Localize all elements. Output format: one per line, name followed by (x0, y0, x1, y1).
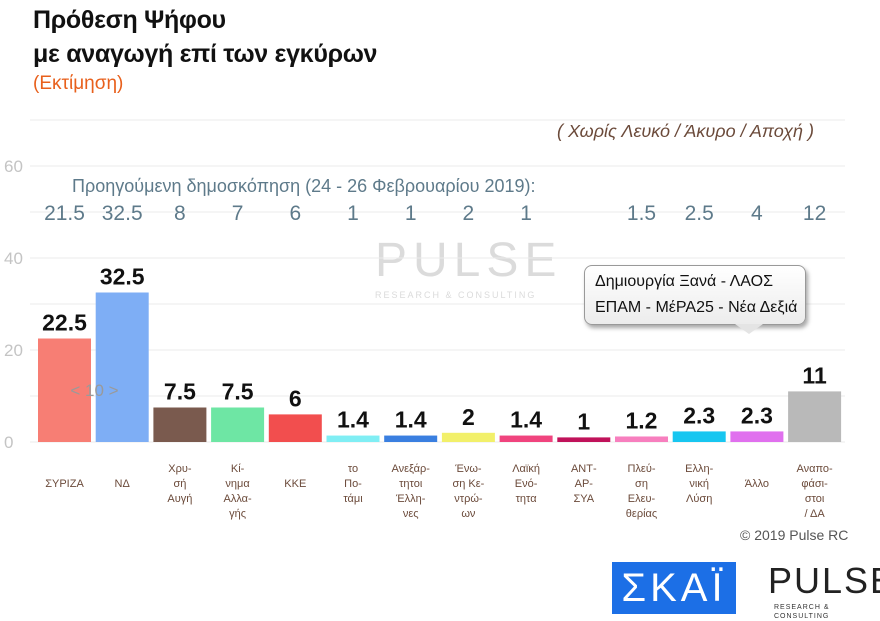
data-label: 2.3 (741, 402, 773, 428)
previous-value: 12 (803, 202, 826, 225)
data-label: 2.3 (683, 402, 715, 428)
bar (153, 407, 207, 442)
bar (211, 407, 265, 442)
y-tick-label: 40 (4, 249, 23, 268)
previous-value: 1.5 (627, 202, 656, 225)
y-tick-label: 0 (4, 433, 13, 452)
data-label: 2 (462, 404, 475, 430)
bar (268, 414, 322, 442)
bar (95, 292, 149, 442)
x-tick-label: το Πο-τάμι (343, 463, 363, 505)
data-label: 22.5 (42, 310, 87, 336)
bar (788, 391, 842, 442)
data-label: 1.4 (395, 407, 427, 433)
subtitle: (Εκτίμηση) (33, 73, 124, 94)
bar (441, 432, 495, 442)
callout-line: Δημιουργία Ξανά - ΛΑΟΣ (595, 273, 773, 290)
x-tick-label: ΚΚΕ (284, 478, 306, 490)
x-tick-label: Άλλο (745, 478, 769, 490)
x-tick-label: Αναπο-φάσι-στοι / ΔΑ (796, 463, 833, 520)
title-line1: Πρόθεση Ψήφου (33, 6, 226, 34)
bar (38, 338, 91, 442)
x-tick-label: ΝΔ (115, 478, 131, 490)
data-label: 1.2 (626, 407, 658, 433)
copyright: © 2019 Pulse RC (740, 527, 849, 543)
title-line2: με αναγωγή επί των εγκύρων (33, 40, 378, 68)
previous-value: 2.5 (685, 202, 714, 225)
pulse-logo: PULSE RESEARCH & CONSULTING (744, 560, 880, 621)
y-tick-label: 20 (4, 341, 23, 360)
x-tick-label: Κί-νημα Αλλα-γής (223, 463, 252, 520)
pulse-watermark: PULSE RESEARCH & CONSULTING (375, 236, 562, 301)
y-tick-label: 60 (4, 157, 23, 176)
data-label: 11 (802, 362, 827, 388)
previous-value: 6 (289, 202, 301, 225)
previous-value: 2 (463, 202, 475, 225)
data-label: 7.5 (164, 379, 196, 405)
watermark-tagline: RESEARCH & CONSULTING (375, 290, 537, 300)
x-tick-label: Πλεύ-ση Ελευ-θερίας (626, 463, 657, 520)
x-tick-label: Ένω-ση Κε-ντρώ-ων (452, 463, 484, 520)
bar (499, 435, 553, 442)
bar (557, 437, 611, 442)
data-label: 6 (289, 385, 302, 411)
chart-note: ( Χωρίς Λευκό / Άκυρο / Αποχή ) (557, 121, 815, 141)
previous-value: 32.5 (102, 202, 143, 225)
x-tick-label: ΑΝΤ-ΑΡ-ΣΥΑ (571, 463, 597, 505)
data-label: 32.5 (100, 264, 145, 290)
data-label: 1.4 (337, 407, 369, 433)
previous-value: 8 (174, 202, 186, 225)
x-tick-label: ΣΥΡΙΖΑ (45, 478, 84, 490)
data-label: 1.4 (510, 407, 542, 433)
x-tick-label: Χρυ-σή Αυγή (167, 463, 192, 505)
bar (326, 435, 380, 442)
skai-logo: ΣΚΑΪ (612, 562, 736, 614)
watermark-wordmark: PULSE (375, 234, 563, 287)
previous-value: 1 (347, 202, 359, 225)
x-tick-label: Λαϊκή Ενό-τητα (512, 463, 540, 505)
callout-box: Δημιουργία Ξανά - ΛΑΟΣ ΕΠΑΜ - ΜέΡΑ25 - Ν… (584, 265, 806, 334)
previous-value: 21.5 (44, 202, 85, 225)
pulse-logo-wordmark: PULSE (768, 560, 880, 601)
x-tick-label: Ελλη-νική Λύση (685, 463, 713, 505)
previous-value: 1 (520, 202, 532, 225)
previous-poll-label: Προηγούμενη δημοσκόπηση (24 - 26 Φεβρουα… (72, 176, 536, 196)
pulse-logo-tagline: RESEARCH & CONSULTING (774, 604, 830, 620)
previous-value: 4 (751, 202, 763, 225)
previous-value: 7 (232, 202, 244, 225)
data-label: 1 (577, 408, 590, 434)
bar (672, 431, 726, 442)
x-tick-label: Ανεξάρ-τητοι Έλλη-νες (391, 463, 430, 520)
bar-annotation: < 10 > (70, 381, 118, 400)
data-label: 7.5 (222, 379, 254, 405)
bar (730, 431, 784, 442)
bar (384, 435, 438, 442)
bar (615, 436, 668, 442)
callout-line: ΕΠΑΜ - ΜέΡΑ25 - Νέα Δεξιά (595, 299, 798, 316)
previous-value: 1 (405, 202, 417, 225)
